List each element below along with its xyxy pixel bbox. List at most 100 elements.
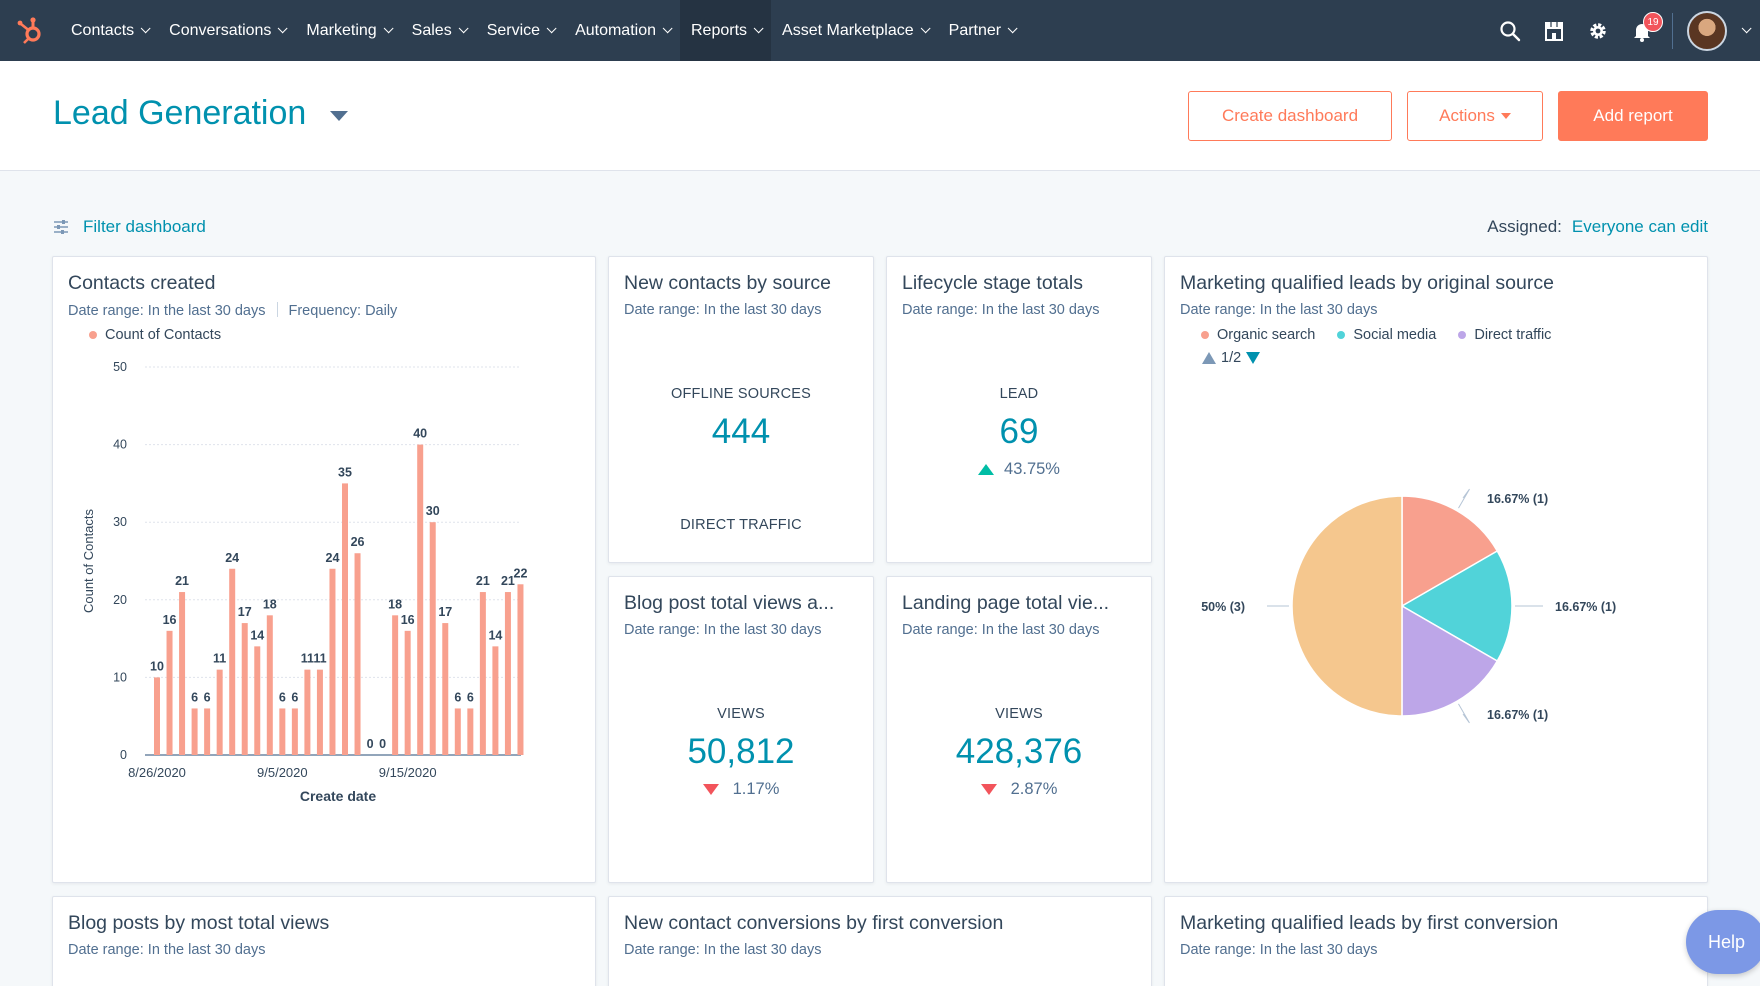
nav-asset-marketplace[interactable]: Asset Marketplace [771, 0, 938, 61]
bar [504, 592, 511, 755]
y-tick-label: 50 [113, 360, 127, 374]
y-tick-label: 30 [113, 515, 127, 529]
bar-data-label: 24 [225, 551, 239, 565]
bar [517, 584, 524, 755]
trend-down-icon [980, 784, 997, 795]
bar-data-label: 26 [351, 535, 365, 549]
kpi-change: 43.75% [887, 460, 1151, 479]
search-icon[interactable] [1488, 0, 1532, 61]
nav-label: Contacts [71, 21, 135, 39]
caret-down-icon[interactable] [330, 111, 348, 121]
legend-dot [1458, 331, 1467, 339]
bar [354, 553, 361, 755]
new-contacts-by-source-card[interactable]: New contacts by source Date range: In th… [608, 256, 874, 563]
dashboard-title[interactable]: Lead Generation [53, 94, 307, 132]
nav-label: Conversations [169, 21, 272, 39]
nav-reports[interactable]: Reports [680, 0, 772, 61]
bar-data-label: 18 [263, 597, 277, 611]
bar [479, 592, 486, 755]
trend-up-icon [978, 464, 995, 475]
bar [166, 630, 173, 755]
bar-data-label: 0 [367, 737, 374, 751]
card-title: Contacts created [68, 272, 216, 294]
legend-dot [89, 331, 97, 339]
pie-slice [1401, 495, 1499, 608]
help-button[interactable]: Help [1686, 910, 1760, 974]
mql-by-original-source-card[interactable]: Marketing qualified leads by original so… [1164, 256, 1708, 883]
nav-utilities: 19 [1488, 0, 1760, 61]
settings-gear-icon[interactable] [1576, 0, 1620, 61]
chevron-down-icon [278, 23, 288, 34]
kpi-value: 444 [711, 412, 771, 451]
bar [204, 708, 211, 755]
date-range: Date range: In the last 30 days [68, 303, 266, 319]
legend-dot [1337, 331, 1346, 339]
pie-slice-label: 16.67% (1) [1487, 708, 1548, 722]
landing-page-total-views-card[interactable]: Landing page total vie... Date range: In… [886, 576, 1152, 883]
caret-down-icon [1500, 113, 1511, 119]
bar [266, 615, 273, 755]
hubspot-logo-icon[interactable] [0, 0, 60, 61]
chevron-down-icon [546, 23, 557, 34]
card-title: New contacts by source [624, 272, 832, 294]
top-navigation: Contacts Conversations Marketing Sales S… [0, 0, 1760, 61]
pie-slice-label: 16.67% (1) [1555, 600, 1616, 614]
nav-automation[interactable]: Automation [564, 0, 680, 61]
card-meta: Date range: In the last 30 days [902, 302, 1100, 318]
pager-next-icon[interactable] [1245, 351, 1261, 365]
bar [154, 677, 160, 755]
assigned-permission-link[interactable]: Everyone can edit [1571, 217, 1708, 236]
chevron-down-icon[interactable] [1741, 23, 1752, 34]
notifications-bell-icon[interactable]: 19 [1620, 0, 1664, 61]
x-axis-title: Create date [300, 788, 376, 804]
frequency: Frequency: Daily [288, 303, 398, 319]
card-meta: Date range: In the last 30 days [624, 622, 822, 638]
marketplace-icon[interactable] [1532, 0, 1576, 61]
bar [254, 646, 261, 755]
user-avatar[interactable] [1687, 10, 1727, 51]
y-tick-label: 40 [113, 438, 127, 452]
bar [329, 568, 336, 755]
nav-sales[interactable]: Sales [401, 0, 476, 61]
bar-data-label: 21 [501, 574, 515, 588]
dashboard-header: Lead Generation Create dashboard Actions… [0, 61, 1760, 171]
add-report-button[interactable]: Add report [1558, 91, 1708, 141]
pie-slice [1401, 604, 1499, 717]
nav-marketing[interactable]: Marketing [295, 0, 400, 61]
nav-divider [1672, 12, 1673, 49]
nav-label: Reports [691, 21, 748, 39]
lifecycle-stage-totals-card[interactable]: Lifecycle stage totals Date range: In th… [886, 256, 1152, 563]
actions-button[interactable]: Actions [1407, 91, 1543, 141]
card-meta: Date range: In the last 30 days [624, 302, 822, 318]
legend-label: Count of Contacts [105, 327, 222, 343]
kpi-change: 1.17% [609, 780, 873, 799]
mql-pie-chart: 16.67% (1) 16.67% (1) 16.67% (1) 50% (3) [1201, 488, 1616, 724]
blog-posts-by-views-card[interactable]: Blog posts by most total views Date rang… [52, 896, 596, 986]
bar-data-label: 16 [401, 613, 415, 627]
nav-contacts[interactable]: Contacts [60, 0, 158, 61]
bar [454, 708, 461, 755]
filter-dashboard-link[interactable]: Filter dashboard [53, 217, 206, 237]
mql-first-conversion-card[interactable]: Marketing qualified leads by first conve… [1164, 896, 1708, 986]
nav-conversations[interactable]: Conversations [158, 0, 295, 61]
bar-data-label: 11 [213, 652, 226, 666]
change-value: 2.87% [1010, 780, 1058, 798]
card-meta: Date range: In the last 30 days [902, 622, 1100, 638]
pie-slice [1400, 549, 1513, 663]
pager-prev-icon[interactable] [1201, 351, 1217, 365]
chevron-down-icon [662, 23, 673, 34]
blog-post-total-views-card[interactable]: Blog post total views a... Date range: I… [608, 576, 874, 883]
bar-data-label: 22 [514, 566, 528, 580]
chart-legend: Organic search Social media Direct traff… [1201, 327, 1573, 343]
contacts-created-card[interactable]: Contacts created Date range: In the last… [52, 256, 596, 883]
bar [304, 669, 311, 755]
legend-label: Direct traffic [1474, 327, 1552, 343]
create-dashboard-button[interactable]: Create dashboard [1188, 91, 1392, 141]
card-title: Landing page total vie... [902, 592, 1110, 614]
chevron-down-icon [140, 23, 151, 34]
chevron-down-icon [753, 23, 764, 34]
nav-service[interactable]: Service [476, 0, 564, 61]
nav-partner[interactable]: Partner [938, 0, 1025, 61]
new-contact-conversions-card[interactable]: New contact conversions by first convers… [608, 896, 1152, 986]
bar [492, 646, 499, 755]
